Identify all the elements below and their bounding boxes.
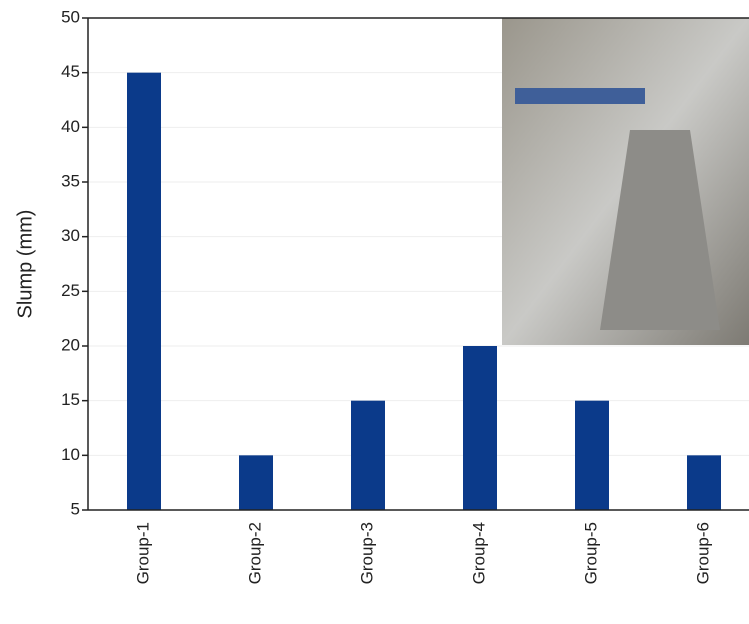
y-tick-label: 10 [61,445,80,464]
photo-cone [600,130,720,330]
y-axis-label: Slump (mm) [14,210,36,319]
y-tick-label: 50 [61,7,80,26]
y-tick-label: 25 [61,281,80,300]
bar [127,72,161,511]
x-tick-label: Group-5 [581,522,600,584]
photo-frame [515,88,645,104]
y-tick-label: 30 [61,226,80,245]
bar [575,400,609,510]
y-tick-label: 5 [71,499,80,518]
bar [463,346,497,510]
bar [687,455,721,510]
x-tick-label: Group-3 [357,522,376,584]
x-tick-label: Group-2 [245,522,264,584]
y-tick-label: 45 [61,62,80,81]
bar [239,455,273,510]
x-tick-label: Group-1 [133,522,152,584]
bar [351,400,385,510]
y-tick-label: 20 [61,335,80,354]
x-tick-label: Group-4 [469,522,488,584]
y-tick-label: 35 [61,171,80,190]
x-tick-label: Group-6 [693,522,712,584]
y-tick-label: 15 [61,390,80,409]
y-tick-label: 40 [61,117,80,136]
